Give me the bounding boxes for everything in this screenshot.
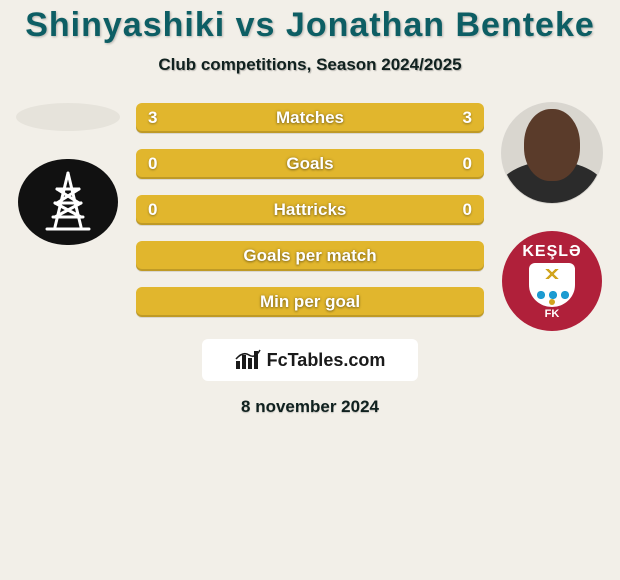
stat-bar: Min per goal	[136, 287, 484, 317]
crest-dot-icon	[549, 299, 555, 305]
oil-derrick-icon	[33, 167, 103, 237]
stat-left-value: 0	[148, 154, 157, 174]
footer-date: 8 november 2024	[0, 397, 620, 417]
stat-label: Hattricks	[274, 200, 347, 220]
comparison-card: Shinyashiki vs Jonathan Benteke Club com…	[0, 0, 620, 580]
chart-bars-icon	[235, 349, 261, 371]
stat-right-value: 0	[463, 200, 472, 220]
stat-label: Min per goal	[260, 292, 360, 312]
stats-area: KEŞLƏ FK 3 Matches 3 0 Goals 0 0 Hattricks 0 Goal…	[0, 103, 620, 317]
club-crest-icon	[529, 263, 575, 307]
player-photo-right	[502, 103, 602, 203]
right-column: KEŞLƏ FK	[492, 103, 612, 331]
stat-label: Goals	[286, 154, 333, 174]
club-badge-right: KEŞLƏ FK	[502, 231, 602, 331]
stat-bar: 0 Hattricks 0	[136, 195, 484, 225]
player-face-shape	[524, 109, 580, 181]
club-badge-right-name: KEŞLƏ	[522, 243, 581, 261]
crest-waves-icon	[535, 289, 569, 299]
stat-label: Goals per match	[243, 246, 376, 266]
fctables-text: FcTables.com	[267, 350, 386, 371]
stat-left-value: 3	[148, 108, 157, 128]
stat-right-value: 0	[463, 154, 472, 174]
stat-bars: 3 Matches 3 0 Goals 0 0 Hattricks 0 Goals per mat…	[136, 103, 484, 317]
left-column	[8, 103, 128, 245]
player-photo-left-placeholder	[16, 103, 120, 131]
stat-right-value: 3	[463, 108, 472, 128]
stat-label: Matches	[276, 108, 344, 128]
club-badge-left	[18, 159, 118, 245]
page-title: Shinyashiki vs Jonathan Benteke	[0, 6, 620, 45]
page-subtitle: Club competitions, Season 2024/2025	[0, 55, 620, 75]
fctables-badge: FcTables.com	[202, 339, 418, 381]
stat-bar: 0 Goals 0	[136, 149, 484, 179]
stat-bar: 3 Matches 3	[136, 103, 484, 133]
stat-bar: Goals per match	[136, 241, 484, 271]
stat-left-value: 0	[148, 200, 157, 220]
crest-chevron-icon	[538, 269, 566, 279]
club-badge-right-sub: FK	[545, 308, 560, 320]
